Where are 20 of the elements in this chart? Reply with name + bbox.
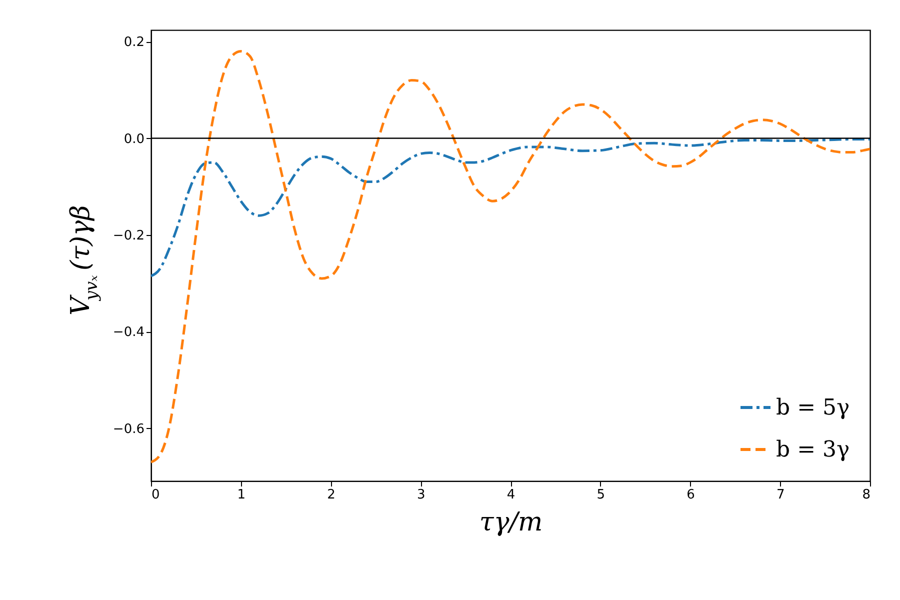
x-tick-label: 5 (596, 488, 606, 502)
x-tick-label: 3 (416, 488, 426, 502)
x-tick-label: 8 (862, 488, 870, 502)
x-tick-label: 1 (237, 488, 246, 502)
x-axis-title: τγ/m (479, 508, 543, 538)
x-tick-label: 6 (686, 488, 695, 502)
legend-label: b = 5γ (776, 396, 850, 420)
x-tick-label: 7 (776, 488, 785, 502)
y-tick-label: 0.0 (124, 132, 144, 147)
y-tick-label: −0.2 (112, 228, 144, 244)
y-tick-label: 0.2 (124, 35, 144, 50)
line-series (151, 138, 870, 278)
x-tick-label: 4 (506, 488, 516, 502)
legend-label: b = 3γ (776, 438, 850, 462)
y-tick-label: −0.4 (112, 325, 144, 340)
x-tick-label: 0 (152, 488, 160, 502)
y-axis-title: Vyvₓ(τ)γβ (66, 205, 102, 316)
x-tick-label: 2 (327, 488, 336, 502)
line-series (151, 50, 870, 464)
y-tick-label: −0.6 (112, 422, 144, 437)
